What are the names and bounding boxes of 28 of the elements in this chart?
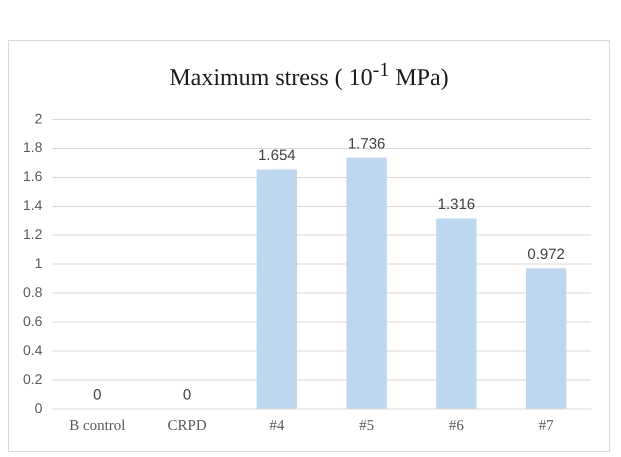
- y-tick-label: 0.4: [22, 342, 43, 358]
- data-label: 0.972: [527, 246, 565, 263]
- y-tick-label: 0: [34, 400, 43, 416]
- data-label: 0: [182, 386, 192, 404]
- data-label: 1.736: [348, 135, 386, 152]
- y-tick-label: 0.2: [22, 370, 43, 387]
- y-tick-label: 2: [34, 110, 43, 126]
- x-tick-label: #4: [269, 418, 285, 434]
- y-tick-label: 1: [34, 255, 43, 272]
- y-tick-label: 1.8: [22, 139, 43, 156]
- x-tick-label: #7: [538, 418, 554, 434]
- bar: [346, 158, 387, 408]
- x-tick-label: #6: [448, 418, 464, 434]
- bar: [436, 218, 477, 408]
- bar: [256, 170, 298, 408]
- data-label: 1.654: [258, 147, 296, 164]
- bar: [526, 268, 566, 408]
- y-tick-label: 1.6: [22, 168, 43, 184]
- y-tick-label: 0.6: [22, 312, 43, 329]
- y-tick-label: 0.8: [22, 284, 43, 300]
- data-label: 0: [93, 386, 102, 404]
- data-label: 1.316: [438, 196, 476, 214]
- y-tick-label: 1.4: [22, 197, 43, 214]
- chart-title: Maximum stress ( 10$^{-1}$ MPa): [168, 58, 450, 93]
- x-tick-label: B control: [69, 418, 126, 434]
- x-tick-label: #5: [359, 418, 374, 434]
- x-tick-label: CRPD: [168, 418, 207, 434]
- y-tick-label: 1.2: [22, 226, 43, 242]
